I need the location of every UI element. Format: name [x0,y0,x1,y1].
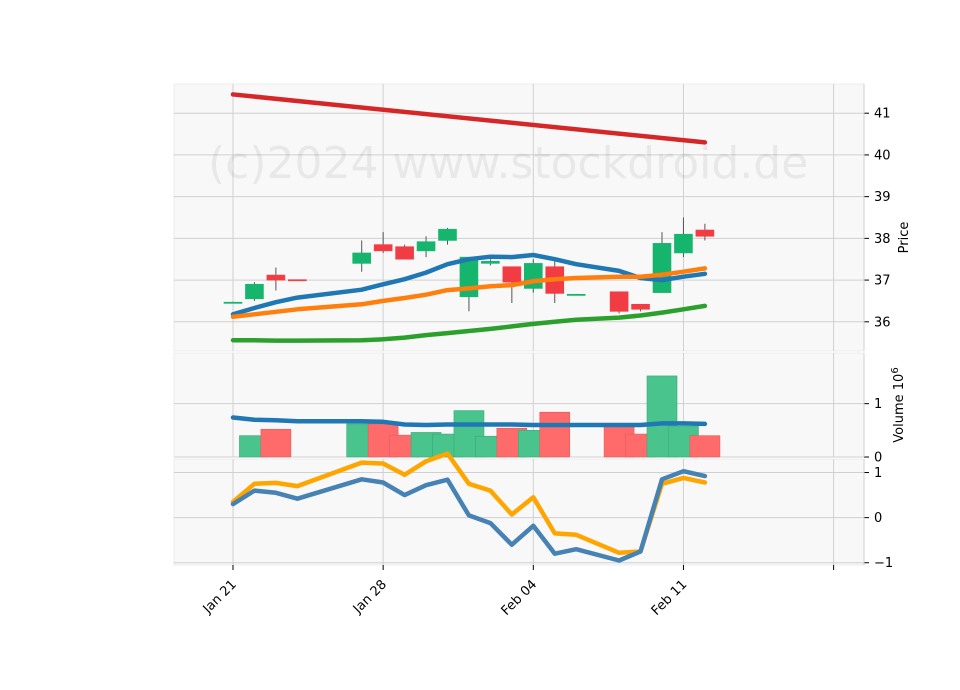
y-tick-label: 0 [874,511,882,526]
oscillator-panel-background [173,458,865,566]
candle-body [502,266,522,283]
y-tick-label: −1 [874,556,893,571]
candle-body [674,233,693,254]
candle-body [395,246,414,260]
trend-line [230,92,708,145]
volume-axis-label-exponent: 6 [890,367,901,373]
candle-body [266,274,286,281]
oscillator-line-1 [230,468,708,563]
volume-axis-label: Volume 106 [890,367,907,442]
y-tick-label: 36 [874,315,891,330]
y-tick-label: 0 [874,451,882,466]
price-panel-background [173,83,865,352]
candle-body [223,301,243,304]
candle-body [566,293,586,296]
oscillator-y-axis: −1 0 1 [863,459,893,571]
y-tick-label: 39 [874,190,891,205]
volume-bar [539,411,571,458]
candle-body [695,229,715,237]
candle-body [373,244,393,252]
volume-bar [260,428,292,458]
ma-mid-line [230,266,708,320]
candle-body [481,261,500,264]
y-tick-label: 38 [874,232,891,247]
watermark: (c)2024 www.stockdroid.de [208,138,808,189]
volume-axis-label-text: Volume 10 [892,374,907,443]
candle-body [609,291,629,312]
volume-panel: 01 Volume 106 [173,352,907,466]
y-tick-label: 1 [874,466,882,481]
price-y-axis: 36 37 38 39 40 41 [863,84,891,351]
oscillator-panel: −101 [173,451,893,571]
oscillator-grid [174,459,864,565]
y-tick-label: 1 [874,397,882,412]
candle-body [652,243,672,293]
volume-y-axis: 01 [863,353,882,466]
candle-body [352,252,372,264]
volume-bars [239,375,721,458]
candle-body [631,303,650,310]
y-tick-label: 37 [874,274,891,289]
volume-ma-line [230,415,708,428]
candle-body [288,279,307,282]
volume-bar [689,435,721,458]
candle-body [245,283,264,300]
candle-body [416,241,436,252]
y-tick-label: 40 [874,148,891,163]
y-tick-label: 41 [874,107,891,122]
candle-body [438,228,457,241]
price-panel: (c)2024 www.stockdroid.de 36 37 38 39 40 41 P… [173,83,912,352]
ma-slow-line [230,303,708,343]
price-axis-label: Price [897,222,912,254]
candlesticks [223,217,715,314]
